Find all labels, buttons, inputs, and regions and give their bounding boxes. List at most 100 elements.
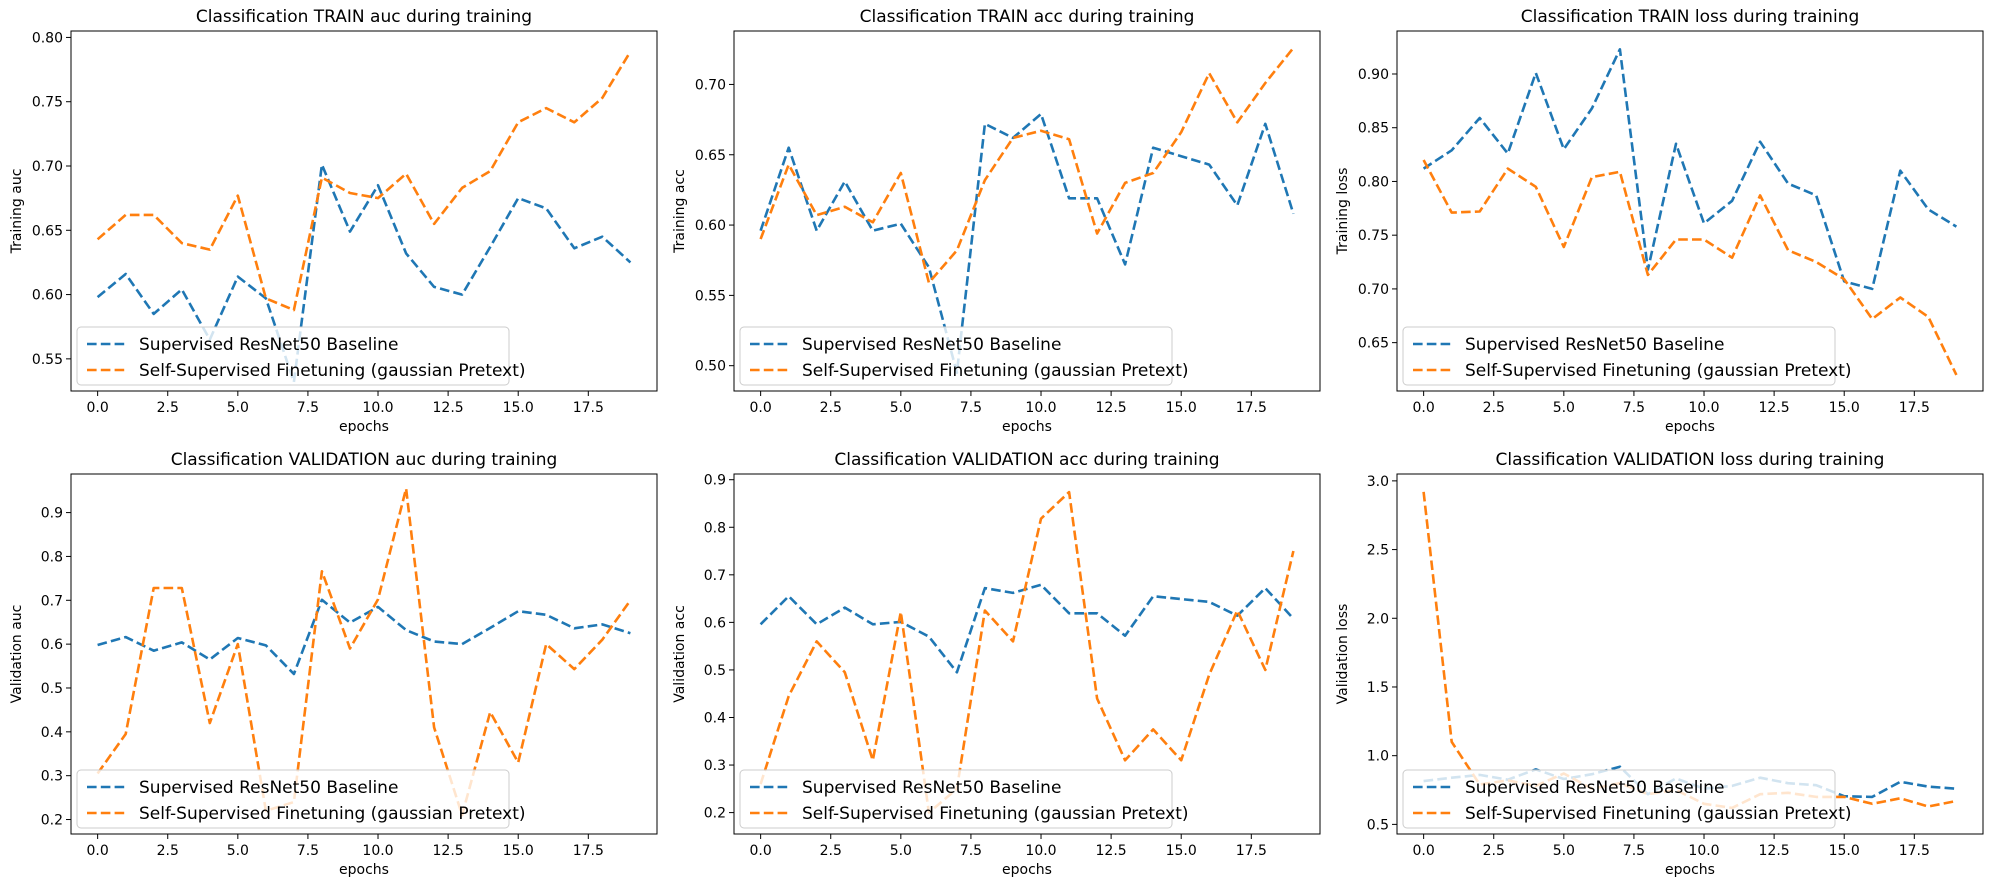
legend-label: Self-Supervised Finetuning (gaussian Pre… bbox=[1465, 804, 1852, 824]
y-tick-label: 0.5 bbox=[1367, 817, 1389, 833]
series-line-baseline bbox=[759, 583, 1295, 674]
y-tick-label: 0.4 bbox=[41, 725, 63, 741]
axes-frame bbox=[70, 30, 658, 392]
y-tick-label: 1.0 bbox=[1367, 749, 1389, 765]
x-tick-label: 7.5 bbox=[1623, 400, 1645, 416]
axes-frame bbox=[1396, 473, 1984, 835]
legend-box bbox=[76, 769, 510, 829]
x-tick-label: 7.5 bbox=[960, 843, 982, 859]
y-tick-label: 0.9 bbox=[704, 473, 726, 489]
x-tick-label: 10.0 bbox=[1025, 400, 1056, 416]
y-tick-label: 0.75 bbox=[32, 95, 63, 111]
series-group bbox=[1422, 47, 1958, 376]
x-tick-label: 2.5 bbox=[820, 400, 842, 416]
x-axis-label: epochs bbox=[339, 862, 389, 878]
y-tick-label: 0.9 bbox=[41, 506, 63, 522]
y-tick-label: 0.70 bbox=[695, 77, 726, 93]
x-tick-label: 0.0 bbox=[750, 843, 772, 859]
x-tick-label: 7.5 bbox=[960, 400, 982, 416]
legend-label: Supervised ResNet50 Baseline bbox=[139, 335, 398, 355]
y-axis-label: Validation auc bbox=[9, 605, 25, 704]
chart-panel-2: Classification TRAIN acc during training… bbox=[672, 7, 1321, 435]
y-axis-label: Validation acc bbox=[672, 605, 688, 703]
axes-frame bbox=[733, 473, 1321, 835]
x-tick-label: 15.0 bbox=[1829, 843, 1860, 859]
chart-panel-4: Classification VALIDATION auc during tra… bbox=[9, 450, 658, 878]
series-line-self-supervised bbox=[96, 487, 632, 817]
x-tick-label: 17.5 bbox=[1236, 843, 1267, 859]
axes-frame bbox=[1396, 30, 1984, 392]
x-tick-label: 2.5 bbox=[820, 843, 842, 859]
series-line-self-supervised bbox=[759, 47, 1295, 285]
x-tick-label: 2.5 bbox=[157, 843, 179, 859]
x-tick-label: 0.0 bbox=[87, 843, 109, 859]
x-tick-label: 12.5 bbox=[433, 843, 464, 859]
series-line-self-supervised bbox=[96, 50, 632, 312]
x-tick-label: 17.5 bbox=[1899, 400, 1930, 416]
x-tick-label: 15.0 bbox=[503, 843, 534, 859]
x-tick-label: 7.5 bbox=[297, 400, 319, 416]
x-tick-label: 15.0 bbox=[503, 400, 534, 416]
y-tick-label: 0.65 bbox=[1358, 336, 1389, 352]
x-tick-label: 5.0 bbox=[890, 843, 912, 859]
legend-label: Supervised ResNet50 Baseline bbox=[802, 335, 1061, 355]
y-tick-label: 0.5 bbox=[704, 663, 726, 679]
y-tick-label: 2.0 bbox=[1367, 611, 1389, 627]
legend-box bbox=[739, 326, 1173, 386]
series-group bbox=[1422, 491, 1957, 810]
axes-frame bbox=[733, 30, 1321, 392]
x-tick-label: 0.0 bbox=[1413, 400, 1435, 416]
x-tick-label: 5.0 bbox=[1553, 843, 1575, 859]
series-group bbox=[759, 490, 1295, 814]
x-tick-label: 15.0 bbox=[1166, 400, 1197, 416]
y-tick-label: 0.65 bbox=[695, 148, 726, 164]
chart-title: Classification TRAIN auc during training bbox=[196, 7, 532, 27]
x-tick-label: 17.5 bbox=[1899, 843, 1930, 859]
x-tick-label: 0.0 bbox=[1413, 843, 1435, 859]
y-tick-label: 0.60 bbox=[695, 218, 726, 234]
x-tick-label: 12.5 bbox=[433, 400, 464, 416]
series-line-self-supervised bbox=[759, 490, 1295, 814]
y-tick-label: 0.75 bbox=[1358, 228, 1389, 244]
legend: Supervised ResNet50 Baseline Self-Supervi… bbox=[1402, 769, 1852, 829]
chart-title: Classification TRAIN loss during trainin… bbox=[1521, 7, 1860, 27]
legend-label: Self-Supervised Finetuning (gaussian Pre… bbox=[802, 804, 1189, 824]
legend-label: Supervised ResNet50 Baseline bbox=[139, 778, 398, 798]
y-tick-label: 0.2 bbox=[41, 813, 63, 829]
x-axis-label: epochs bbox=[1665, 862, 1715, 878]
legend-label: Supervised ResNet50 Baseline bbox=[1465, 778, 1724, 798]
x-tick-label: 2.5 bbox=[1483, 400, 1505, 416]
y-tick-label: 0.85 bbox=[1358, 121, 1389, 137]
x-tick-label: 10.0 bbox=[1025, 843, 1056, 859]
y-tick-label: 2.5 bbox=[1367, 543, 1389, 559]
y-axis-label: Training auc bbox=[9, 169, 25, 255]
x-tick-label: 10.0 bbox=[362, 400, 393, 416]
y-tick-label: 0.4 bbox=[704, 710, 726, 726]
x-tick-label: 7.5 bbox=[1623, 843, 1645, 859]
chart-panel-5: Classification VALIDATION acc during tra… bbox=[672, 450, 1321, 878]
series-line-baseline bbox=[759, 112, 1295, 375]
x-tick-label: 5.0 bbox=[227, 843, 249, 859]
legend-label: Self-Supervised Finetuning (gaussian Pre… bbox=[139, 804, 526, 824]
y-axis-label: Validation loss bbox=[1335, 604, 1351, 705]
x-tick-label: 7.5 bbox=[297, 843, 319, 859]
x-tick-label: 17.5 bbox=[573, 843, 604, 859]
chart-title: Classification VALIDATION auc during tra… bbox=[171, 450, 558, 470]
legend-label: Supervised ResNet50 Baseline bbox=[1465, 335, 1724, 355]
series-group bbox=[96, 487, 632, 817]
y-tick-label: 0.3 bbox=[41, 769, 63, 785]
y-tick-label: 0.70 bbox=[32, 159, 63, 175]
y-tick-label: 0.60 bbox=[32, 288, 63, 304]
series-group bbox=[759, 47, 1295, 375]
x-tick-label: 17.5 bbox=[573, 400, 604, 416]
series-group bbox=[96, 50, 632, 384]
x-tick-label: 15.0 bbox=[1166, 843, 1197, 859]
chart-title: Classification VALIDATION acc during tra… bbox=[834, 450, 1219, 470]
legend-label: Self-Supervised Finetuning (gaussian Pre… bbox=[1465, 361, 1852, 381]
legend: Supervised ResNet50 Baseline Self-Supervi… bbox=[1402, 326, 1852, 386]
chart-title: Classification TRAIN acc during training bbox=[860, 7, 1195, 27]
legend-box bbox=[1402, 769, 1836, 829]
legend-label: Supervised ResNet50 Baseline bbox=[802, 778, 1061, 798]
legend: Supervised ResNet50 Baseline Self-Supervi… bbox=[739, 326, 1189, 386]
